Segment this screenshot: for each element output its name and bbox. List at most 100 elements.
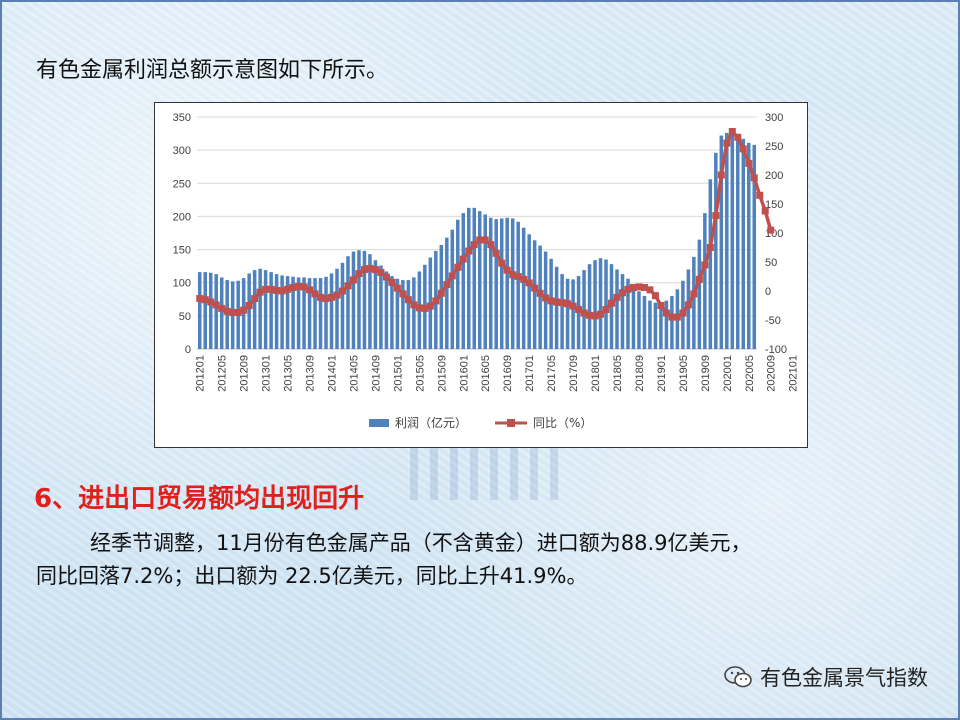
line-marker	[668, 313, 676, 321]
line-marker	[404, 296, 412, 304]
line-marker	[575, 306, 583, 314]
line-marker	[717, 171, 725, 179]
x-tick-label: 201709	[568, 355, 580, 392]
line-marker	[333, 291, 341, 299]
line-marker	[553, 298, 561, 306]
y-right-tick-label: 150	[765, 199, 783, 211]
line-marker	[498, 259, 506, 267]
bar	[538, 245, 542, 349]
line-marker	[750, 174, 758, 182]
line-marker	[256, 288, 264, 296]
line-marker	[289, 284, 297, 292]
line-marker	[673, 313, 681, 321]
line-marker	[437, 289, 445, 297]
bar	[445, 237, 449, 349]
bar	[719, 135, 724, 349]
bar	[307, 278, 312, 349]
profit-chart: 350 300 250 200 150 100 50 0 300 250 200 150 100 50 0-…	[154, 102, 808, 448]
bar	[214, 274, 218, 349]
line-marker	[240, 306, 248, 314]
x-tick-label: 201909	[700, 355, 712, 392]
line-marker	[300, 283, 308, 291]
bar	[346, 256, 350, 349]
bar	[280, 275, 284, 349]
bar	[571, 279, 575, 349]
line-marker	[514, 273, 522, 280]
bar	[747, 142, 751, 349]
line-marker	[520, 275, 528, 283]
line-marker	[366, 264, 374, 272]
bar	[252, 270, 257, 349]
bar	[197, 272, 202, 349]
bar	[379, 265, 383, 349]
line-marker	[344, 282, 352, 290]
trade-paragraph: 经季节调整，11月份有色金属产品（不含黄金）进口额为88.9亿美元， 同比回落7…	[36, 527, 936, 593]
line-marker	[218, 304, 226, 312]
line-marker	[503, 266, 511, 274]
line-marker	[739, 145, 747, 153]
line-marker	[525, 279, 533, 287]
bar	[565, 278, 570, 349]
chart-svg: 350300250200150100500300250200150100500-…	[173, 112, 800, 430]
y-left-tick-label: 250	[173, 178, 191, 190]
bar	[477, 211, 482, 349]
x-tick-label: 201505	[414, 355, 426, 392]
bar	[560, 274, 564, 349]
line-marker	[426, 302, 434, 310]
bar	[340, 262, 345, 349]
line-marker	[662, 309, 670, 317]
line-marker	[454, 263, 462, 271]
line-marker	[465, 247, 473, 255]
y-right-tick-label: 300	[765, 112, 783, 124]
line-marker	[558, 299, 566, 307]
x-tick-label: 201205	[217, 355, 229, 392]
x-tick-label: 201705	[546, 355, 558, 392]
bar	[258, 268, 262, 349]
x-tick-label: 201609	[502, 355, 514, 392]
bar	[708, 179, 713, 349]
line-marker	[635, 283, 643, 291]
line-marker	[679, 309, 687, 317]
line-marker	[223, 307, 231, 315]
bar	[664, 300, 669, 349]
line-marker	[597, 310, 605, 318]
bar	[521, 227, 526, 349]
line-marker	[564, 300, 572, 308]
footer-brand: 有色金属景气指数	[724, 662, 928, 692]
line-marker	[234, 308, 242, 316]
line-marker	[761, 207, 769, 215]
y-left-tick-label: 50	[179, 311, 191, 323]
bar	[285, 276, 290, 349]
line-marker	[371, 266, 379, 274]
bar	[362, 250, 367, 349]
bar	[626, 278, 630, 349]
y-left-tick-label: 350	[173, 112, 191, 124]
bar	[670, 295, 674, 349]
bar	[510, 218, 515, 349]
bar	[335, 268, 339, 349]
line-marker	[591, 312, 599, 320]
bar	[736, 134, 740, 349]
line-marker	[284, 285, 292, 293]
bar	[461, 213, 466, 349]
paragraph-line-2: 同比回落7.2%；出口额为 22.5亿美元，同比上升41.9%。	[36, 564, 588, 588]
line-marker	[349, 276, 357, 284]
y-left-tick-label: 200	[173, 211, 191, 223]
bar	[439, 244, 444, 349]
line-marker	[306, 286, 314, 294]
line-marker	[487, 241, 495, 249]
y-right-tick-label: -100	[765, 344, 787, 356]
legend-line-marker	[507, 419, 515, 427]
line-marker	[684, 301, 692, 309]
x-tick-label: 201901	[656, 355, 668, 392]
line-marker	[734, 133, 742, 141]
line-marker	[613, 293, 621, 301]
bar	[604, 259, 608, 349]
line-marker	[267, 285, 275, 293]
bar	[692, 256, 696, 349]
bar	[587, 264, 592, 349]
line-marker	[338, 287, 346, 295]
line-marker	[640, 284, 648, 292]
x-tick-label: 201409	[370, 355, 382, 392]
line-marker	[481, 236, 489, 244]
